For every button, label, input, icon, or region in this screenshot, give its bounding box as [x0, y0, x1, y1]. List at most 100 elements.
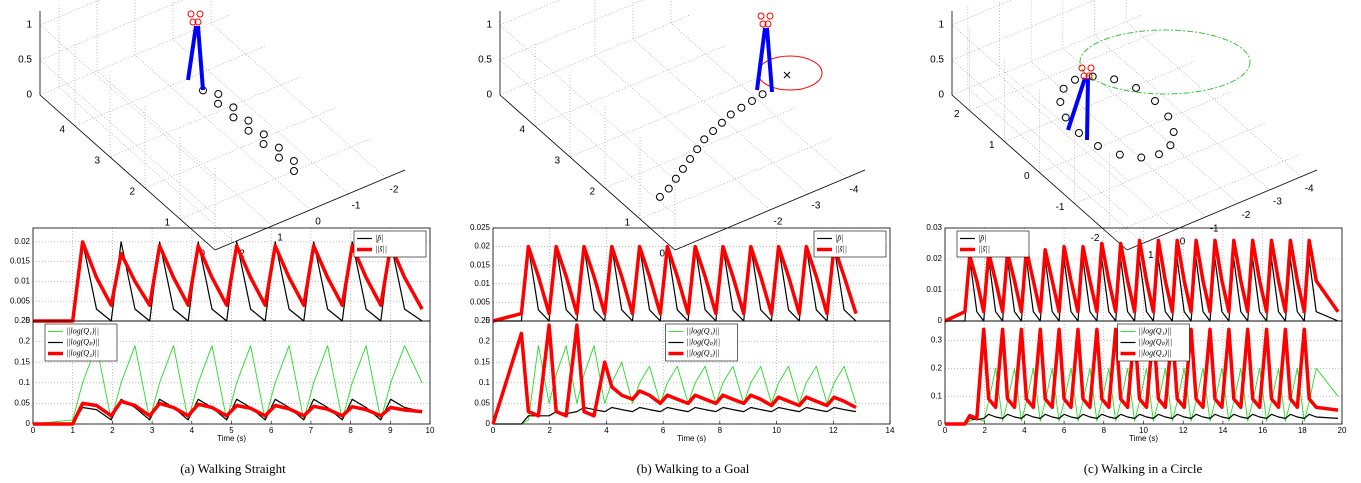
- y-tick-label: 0.015: [10, 257, 31, 266]
- y-tick-label: 0.005: [470, 298, 491, 307]
- footstep: [1056, 97, 1065, 106]
- y-tick-label: 0.25: [474, 316, 490, 325]
- x-tick-label: 4: [604, 426, 609, 435]
- footstep: [1088, 72, 1097, 81]
- grid-line: [670, 22, 847, 179]
- legend-label: ||log(Q₂)||: [1139, 348, 1172, 357]
- footstep: [1061, 113, 1070, 122]
- footstep: [290, 167, 298, 175]
- footstep: [700, 135, 709, 144]
- x-tick-label: 9: [388, 426, 393, 435]
- footstep: [244, 126, 253, 135]
- x-tick-label: 2: [982, 426, 987, 435]
- x-tick-label: 2: [547, 426, 552, 435]
- x-tick-label: -2: [1241, 210, 1250, 221]
- footstep: [1075, 129, 1083, 137]
- legend-label: ||log(Qₚ)||: [66, 337, 100, 346]
- grid-line: [632, 38, 809, 195]
- y-tick-label: -2: [1091, 233, 1100, 244]
- y-tick-label: 0.15: [14, 357, 30, 366]
- grid-line: [969, 30, 1160, 111]
- footstep: [229, 113, 238, 122]
- footstep: [1137, 153, 1146, 162]
- legend-label: ||log(Q₂)||: [687, 348, 720, 357]
- footstep: [214, 90, 223, 99]
- series-line: [32, 345, 423, 425]
- x-tick-label: -1: [1210, 223, 1219, 234]
- x-tick-label: 0: [943, 426, 948, 435]
- legend-label: |p̃|: [375, 233, 383, 242]
- legend-box: [956, 230, 1030, 258]
- series-line: [33, 399, 423, 426]
- x-tick-label: 10: [1139, 426, 1148, 435]
- grid-line: [951, 0, 1096, 61]
- footstep: [726, 110, 735, 119]
- axis-line: [39, 94, 216, 251]
- footstep: [686, 155, 695, 164]
- x-axis-label: Time (s): [677, 434, 706, 443]
- footstep: [1071, 75, 1079, 84]
- z-tick-label: 0: [486, 90, 492, 101]
- y-tick-label: 0.1: [479, 378, 491, 387]
- series-line: [944, 238, 1340, 323]
- grid-line: [1039, 92, 1230, 173]
- footstep: [655, 192, 664, 201]
- z-tick-label: 0: [938, 90, 944, 101]
- series-line: [945, 413, 1339, 425]
- footstep: [1059, 84, 1068, 93]
- caption: (c) Walking in a Circle: [1084, 461, 1203, 476]
- grid-line: [639, 138, 831, 220]
- x-tick-label: 10: [772, 426, 781, 435]
- grid-line: [594, 54, 771, 211]
- y-tick-label: 4: [519, 125, 525, 136]
- grid-line: [96, 70, 273, 227]
- footstep: [671, 174, 680, 183]
- x-tick-label: 1: [70, 426, 75, 435]
- footstep: [1132, 83, 1141, 92]
- footstep: [1164, 112, 1173, 121]
- y-tick-label: 0.02: [926, 254, 942, 263]
- z-tick-label: 1: [486, 20, 492, 31]
- y-tick-label: 0: [938, 419, 943, 428]
- series-line: [493, 345, 857, 425]
- y-tick-label: -1: [1056, 202, 1065, 213]
- footstep: [1151, 97, 1159, 105]
- x-tick-label: 6: [1062, 426, 1067, 435]
- legend-label: ||log(Q₁)||: [687, 326, 720, 335]
- y-tick-label: 3: [94, 156, 100, 167]
- axis-line: [214, 169, 406, 251]
- legend-label: ||log(Qₚ)||: [687, 337, 721, 346]
- x-tick-label: 0: [1180, 237, 1186, 248]
- grid-line: [74, 45, 266, 127]
- axis-line: [674, 169, 866, 251]
- x-tick-label: 2: [110, 426, 115, 435]
- y-tick-label: 0.025: [470, 223, 491, 232]
- footstep: [274, 143, 283, 152]
- x-axis-label: Time (s): [217, 434, 246, 443]
- y-tick-label: 0.2: [19, 337, 31, 346]
- y-tick-label: 1: [164, 218, 170, 229]
- z-tick-label: 0.5: [18, 55, 32, 66]
- y-tick-label: 2: [589, 187, 595, 198]
- legend-label: |p̃|: [978, 233, 986, 242]
- footstep: [214, 99, 223, 108]
- x-tick-label: -4: [850, 185, 859, 196]
- grid-line: [144, 107, 336, 189]
- grid-line: [1109, 154, 1300, 235]
- series-line: [493, 246, 857, 322]
- footstep: [229, 103, 238, 112]
- y-tick-label: 0.05: [474, 399, 490, 408]
- grid-line: [499, 59, 676, 216]
- footstep: [717, 118, 726, 127]
- x-tick-label: -3: [1273, 197, 1282, 208]
- y-tick-label: 0.03: [926, 223, 942, 232]
- y-tick-label: 2: [129, 187, 135, 198]
- robot-a: [186, 10, 205, 91]
- grid-line: [179, 138, 371, 220]
- x-tick-label: 18: [1298, 426, 1307, 435]
- footstep: [737, 103, 746, 112]
- y-tick-label: 0.01: [14, 277, 30, 286]
- x-tick-label: 20: [1338, 426, 1347, 435]
- x-tick-label: 4: [1022, 426, 1027, 435]
- axis-line: [951, 94, 1128, 251]
